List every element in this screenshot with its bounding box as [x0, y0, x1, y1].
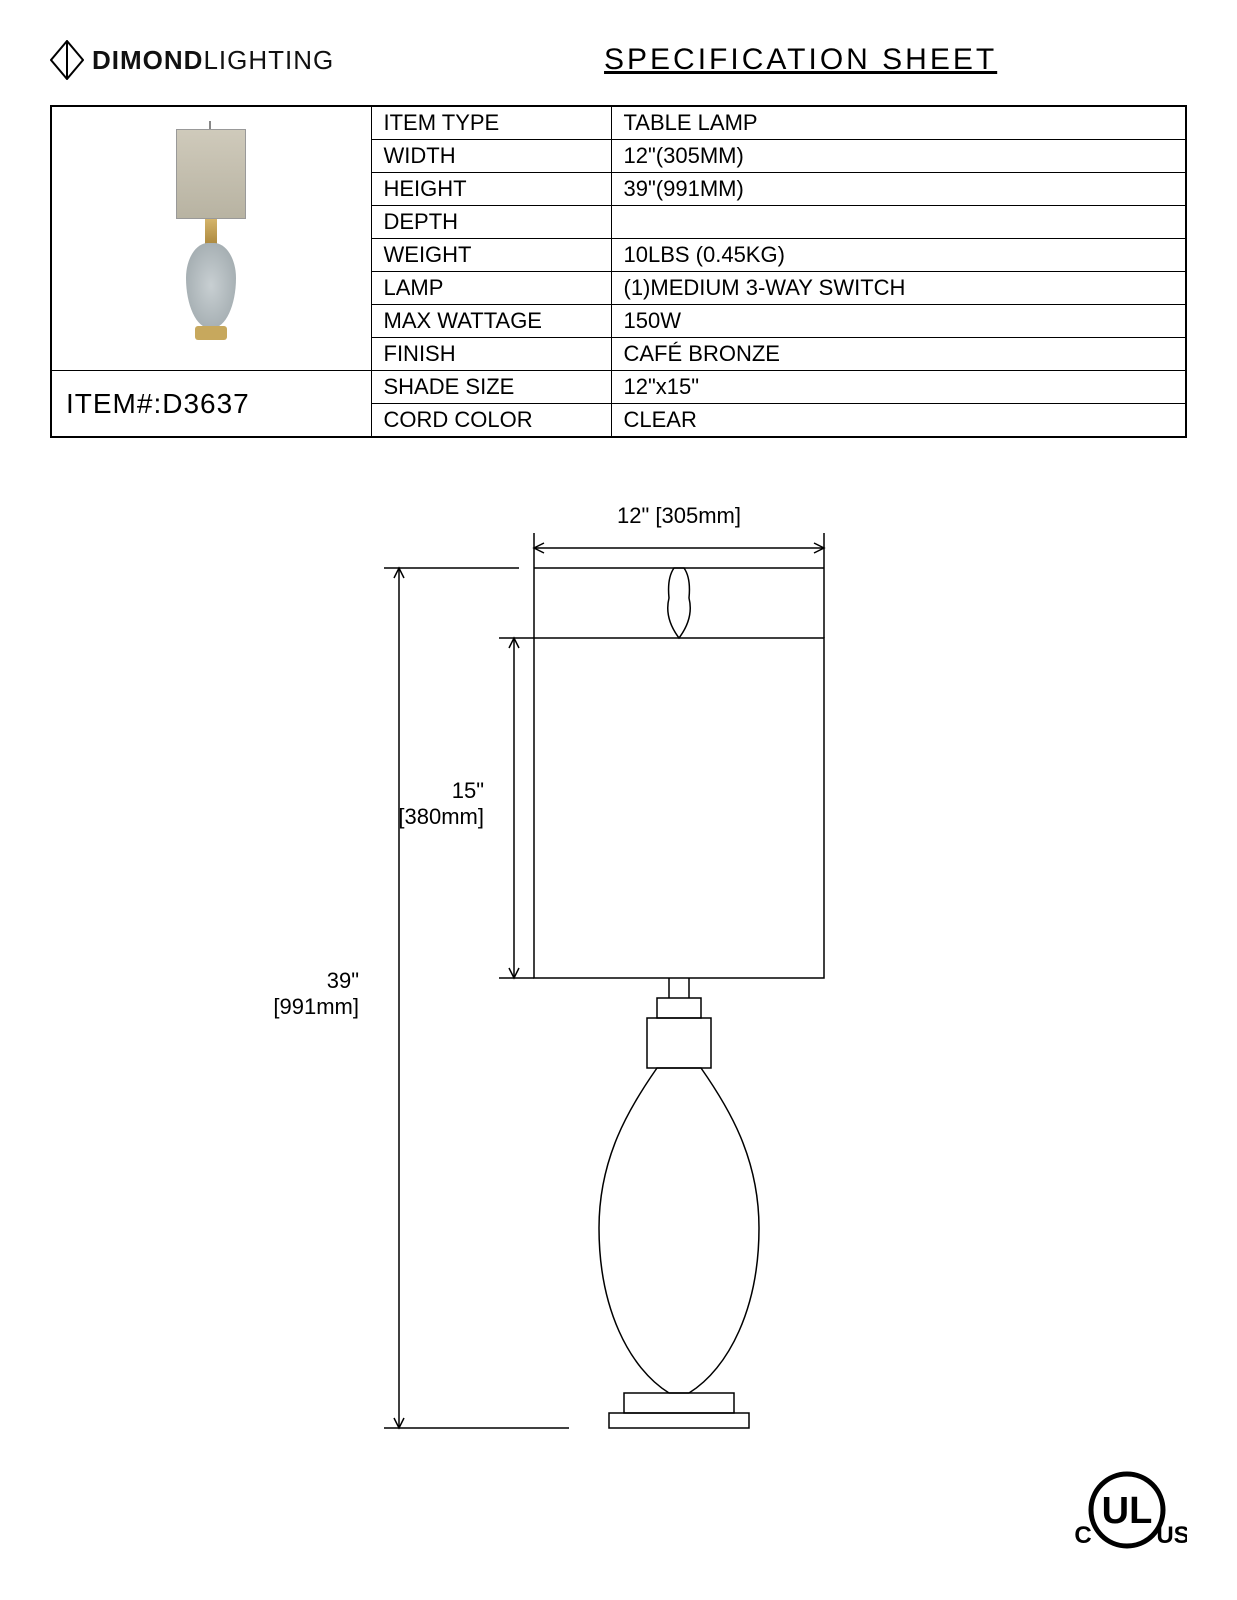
dim-shade-line2: [380mm] [398, 804, 484, 829]
spec-value: 12"(305MM) [611, 140, 1186, 173]
spec-label: LAMP [371, 272, 611, 305]
spec-table: ITEM TYPE TABLE LAMP WIDTH12"(305MM) HEI… [50, 105, 1187, 438]
spec-label: SHADE SIZE [371, 371, 611, 404]
spec-label: FINISH [371, 338, 611, 371]
spec-label: DEPTH [371, 206, 611, 239]
lamp-line-drawing: 12" [305mm] 39" [991mm] 15" [380mm] [269, 498, 969, 1458]
item-number-cell: ITEM#:D3637 [51, 371, 371, 438]
dim-width-text: 12" [305mm] [617, 503, 741, 528]
spec-label: WIDTH [371, 140, 611, 173]
spec-label: HEIGHT [371, 173, 611, 206]
dim-shade-line1: 15" [451, 778, 483, 803]
spec-label: ITEM TYPE [371, 106, 611, 140]
product-thumbnail [151, 121, 271, 351]
ul-right-text: US [1156, 1522, 1187, 1549]
ul-left-text: C [1074, 1522, 1091, 1549]
spec-value: 10LBS (0.45KG) [611, 239, 1186, 272]
spec-label: MAX WATTAGE [371, 305, 611, 338]
spec-value: (1)MEDIUM 3-WAY SWITCH [611, 272, 1186, 305]
brand-name: DIMONDLIGHTING [92, 45, 334, 76]
item-number: D3637 [162, 388, 250, 419]
header: DIMONDLIGHTING SPECIFICATION SHEET [0, 0, 1237, 90]
dim-height-line2: [991mm] [273, 994, 359, 1019]
ul-center-text: UL [1102, 1490, 1153, 1532]
ul-certification-icon: UL C US [1067, 1465, 1187, 1560]
spec-value: 12"x15" [611, 371, 1186, 404]
spec-value: 150W [611, 305, 1186, 338]
dim-height-line1: 39" [326, 968, 358, 993]
item-label: ITEM#: [66, 388, 162, 419]
spec-label: CORD COLOR [371, 404, 611, 438]
brand-name-light: LIGHTING [203, 45, 334, 75]
table-row: ITEM TYPE TABLE LAMP [51, 106, 1186, 140]
spec-value: 39"(991MM) [611, 173, 1186, 206]
spec-value: CAFÉ BRONZE [611, 338, 1186, 371]
brand-logo: DIMONDLIGHTING [50, 40, 334, 80]
table-row: ITEM#:D3637 SHADE SIZE12"x15" [51, 371, 1186, 404]
spec-label: WEIGHT [371, 239, 611, 272]
spec-value [611, 206, 1186, 239]
product-image-cell [51, 106, 371, 371]
brand-diamond-icon [50, 40, 84, 80]
brand-name-bold: DIMOND [92, 45, 203, 75]
document-title: SPECIFICATION SHEET [334, 43, 1187, 77]
spec-value: CLEAR [611, 404, 1186, 438]
technical-diagram: 12" [305mm] 39" [991mm] 15" [380mm] [269, 498, 969, 1458]
spec-value: TABLE LAMP [611, 106, 1186, 140]
